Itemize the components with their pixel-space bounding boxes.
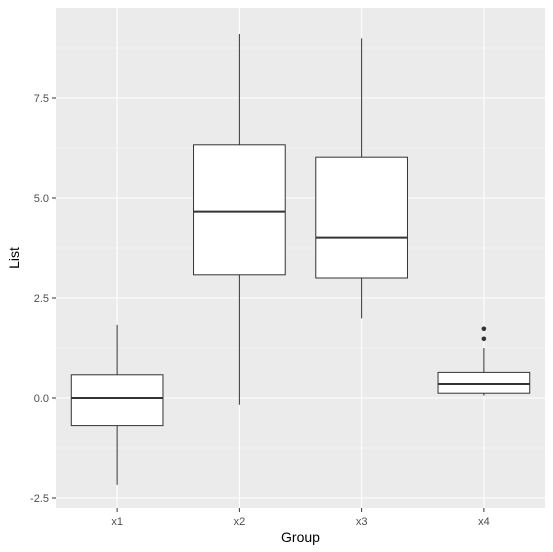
outlier-point bbox=[481, 336, 487, 342]
y-axis: -2.5 0.0 2.5 5.0 7.5 bbox=[30, 93, 56, 505]
iqr-box bbox=[70, 374, 164, 427]
box-x1 bbox=[70, 324, 164, 485]
box-series bbox=[70, 34, 531, 485]
box-x4 bbox=[437, 326, 531, 396]
y-tick-label: 5.0 bbox=[34, 193, 49, 205]
y-tick-label: -2.5 bbox=[30, 493, 49, 505]
iqr-box bbox=[193, 144, 286, 276]
box-x3 bbox=[315, 38, 408, 319]
x-tick-label: x4 bbox=[478, 516, 490, 528]
x-axis: x1 x2 x3 x4 bbox=[111, 508, 490, 528]
y-tick-label: 7.5 bbox=[34, 93, 49, 105]
outlier-point bbox=[481, 326, 487, 332]
x-tick-label: x1 bbox=[111, 516, 123, 528]
x-axis-title: Group bbox=[281, 529, 320, 545]
box-x2 bbox=[193, 34, 286, 405]
plot-panel bbox=[56, 8, 545, 508]
y-axis-title: List bbox=[6, 247, 22, 269]
x-tick-label: x3 bbox=[356, 516, 368, 528]
y-tick-label: 0.0 bbox=[34, 393, 49, 405]
iqr-box bbox=[315, 156, 408, 279]
iqr-box bbox=[437, 371, 531, 394]
y-tick-label: 2.5 bbox=[34, 293, 49, 305]
minor-gridlines bbox=[56, 47, 545, 449]
x-tick-label: x2 bbox=[234, 516, 246, 528]
